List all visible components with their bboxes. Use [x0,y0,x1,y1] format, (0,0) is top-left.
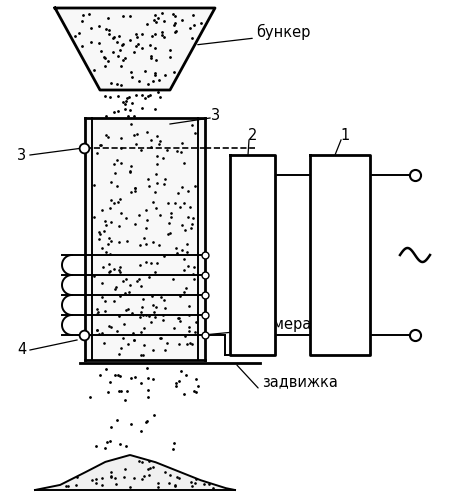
Text: 3: 3 [211,108,219,122]
Text: 1: 1 [340,128,350,142]
Text: бункер: бункер [256,24,310,40]
Polygon shape [310,155,370,355]
Text: 3: 3 [17,148,27,162]
Text: задвижка: задвижка [262,374,338,390]
Text: камера: камера [256,316,312,332]
Polygon shape [55,8,215,90]
Text: 2: 2 [248,128,258,142]
Polygon shape [230,155,275,355]
Text: 4: 4 [17,342,27,357]
Polygon shape [35,455,235,490]
Polygon shape [85,118,205,360]
